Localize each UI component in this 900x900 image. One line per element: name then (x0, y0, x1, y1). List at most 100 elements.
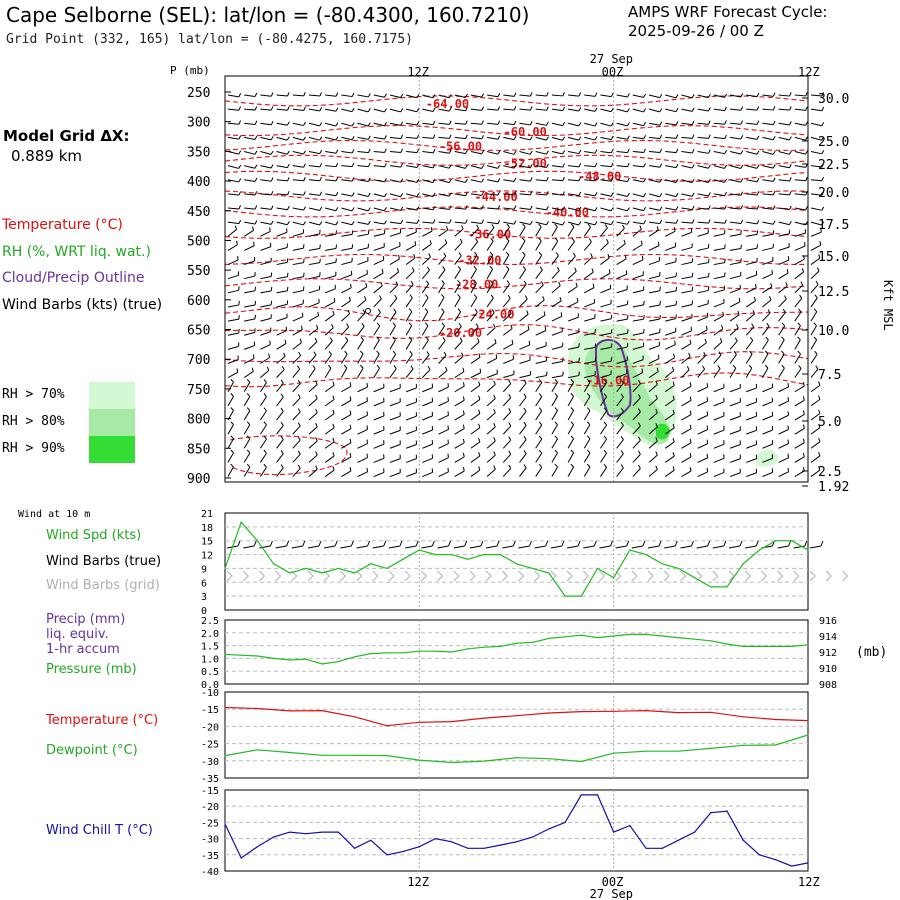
xs-wind-barb-staff (616, 151, 628, 154)
xs-wind-barb-staff (600, 288, 611, 294)
xs-wind-barb-flag (816, 267, 820, 272)
xs-wind-barb-flag (538, 435, 543, 440)
xs-wind-barb-staff (762, 286, 773, 294)
xs-wind-barb-staff (308, 221, 320, 226)
xs-wind-barb-flag (627, 220, 630, 225)
xs-wind-barb-flag (538, 407, 543, 412)
xs-wind-barb-staff (665, 261, 677, 266)
legend-temperature: Temperature (°C) (2, 217, 123, 233)
xs-wind-barb-flag (655, 408, 658, 413)
xs-wind-barb-staff (389, 221, 401, 225)
xs-wind-barb (341, 92, 355, 98)
xs-wind-barb (584, 149, 598, 154)
xs-wind-barb (632, 355, 644, 364)
pressure-line-point (224, 653, 226, 656)
xs-wind-barb-flag (441, 308, 445, 312)
xs-wind-barb (324, 310, 335, 322)
xs-wind-barb (357, 453, 369, 463)
xs-wind-barb (486, 224, 495, 237)
wind-speed-line-point (710, 586, 712, 588)
xs-wind-barb-staff (454, 371, 465, 379)
xs-wind-barb (502, 294, 511, 308)
xs-wind-barb-staff (341, 233, 353, 237)
xs-wind-barb (227, 205, 241, 210)
xs-wind-barb-flag (409, 350, 413, 355)
xs-wind-barb-flag (659, 178, 663, 183)
wind10m-barb-flag (593, 540, 597, 547)
xs-wind-barb-flag (546, 191, 549, 196)
xs-wind-barb (535, 121, 549, 126)
xs-wind-barb-flag (815, 280, 819, 285)
xs-wind-barb-staff (664, 469, 675, 477)
xs-wind-barb-flag (507, 294, 511, 299)
xs-wind-barb-staff (535, 207, 547, 211)
xs-wind-barb-staff (519, 298, 528, 308)
xs-wind-barb (584, 107, 598, 112)
xs-wind-barb-staff (292, 355, 301, 364)
xs-wind-barb-staff (600, 94, 612, 98)
xs-wind-barb (244, 301, 257, 308)
xs-wind-barb-staff (487, 136, 499, 140)
xs-wind-barb-flag (236, 368, 239, 373)
xs-wind-barb-staff (632, 411, 641, 421)
xs-wind-barb-flag (627, 148, 630, 153)
xs-wind-barb-staff (276, 122, 288, 126)
temperature-line-point (580, 711, 582, 713)
xs-wind-barb-staff (746, 193, 758, 196)
xs-wind-barb-staff (746, 458, 757, 463)
xs-wind-barb (810, 423, 821, 435)
xs-wind-barb-flag (457, 294, 461, 298)
xs-wind-barb-flag (772, 164, 776, 169)
xs-wind-barb (454, 382, 465, 393)
xs-wind-barb-flag (586, 421, 591, 426)
wind10m-barb (583, 540, 597, 549)
xs-wind-barb (438, 219, 452, 224)
xs-wind-barb-flag (465, 192, 468, 197)
xs-wind-barb-flag (286, 272, 289, 277)
xs-wind-barb-flag (319, 206, 323, 211)
xs-wind-barb-flag (367, 135, 371, 140)
xs-wind-barb-flag (478, 395, 481, 400)
wind10m-grid-barb (372, 570, 379, 582)
wind-speed-line-point (580, 595, 582, 597)
temperature-line-point (418, 721, 420, 723)
xs-wind-barb (762, 92, 776, 97)
xs-wind-barb (227, 355, 239, 364)
xs-wind-barb (535, 421, 543, 435)
xs-wind-barb-flag (432, 205, 436, 210)
xs-wind-barb-flag (523, 435, 527, 440)
wind10m-barb-flag (253, 540, 257, 547)
xs-wind-barb-flag (448, 205, 452, 210)
xs-wind-barb-staff (810, 441, 821, 449)
xs-wind-barb (227, 342, 240, 350)
xs-wind-barb-staff (292, 136, 304, 141)
xs-wind-barb-flag (546, 121, 549, 126)
xs-wind-barb-flag (772, 230, 775, 235)
wind10m-barb-staff (388, 545, 401, 549)
xs-wind-barb-flag (511, 339, 514, 345)
wind10m-barb-flag (318, 540, 322, 547)
xs-wind-barb (244, 150, 258, 155)
xs-wind-barb-flag (672, 381, 675, 386)
xs-wind-barb-flag (424, 308, 429, 312)
xs-wind-barb-staff (794, 311, 802, 322)
xs-wind-barb (778, 411, 790, 421)
xs-wind-barb-staff (697, 232, 709, 237)
xs-wind-barb (502, 436, 512, 449)
xs-wind-barb-staff (794, 122, 806, 126)
xs-wind-barb-flag (303, 163, 306, 168)
xs-wind-barb (438, 164, 452, 169)
xs-wind-barb (470, 279, 477, 294)
dewpoint-line-point (775, 744, 777, 746)
xs-wind-barb (260, 205, 274, 210)
xs-wind-barb-flag (381, 268, 384, 274)
xs-wind-barb-staff (486, 412, 496, 421)
xs-wind-barb-flag (447, 467, 449, 472)
xs-wind-barb-staff (276, 247, 288, 251)
xs-wind-barb-staff (292, 289, 304, 294)
xs-wind-barb (681, 243, 693, 251)
wind10m-barb (486, 540, 500, 549)
xs-wind-barb-staff (325, 261, 337, 266)
xs-wind-barb (681, 438, 692, 449)
xs-wind-barb (470, 423, 481, 435)
